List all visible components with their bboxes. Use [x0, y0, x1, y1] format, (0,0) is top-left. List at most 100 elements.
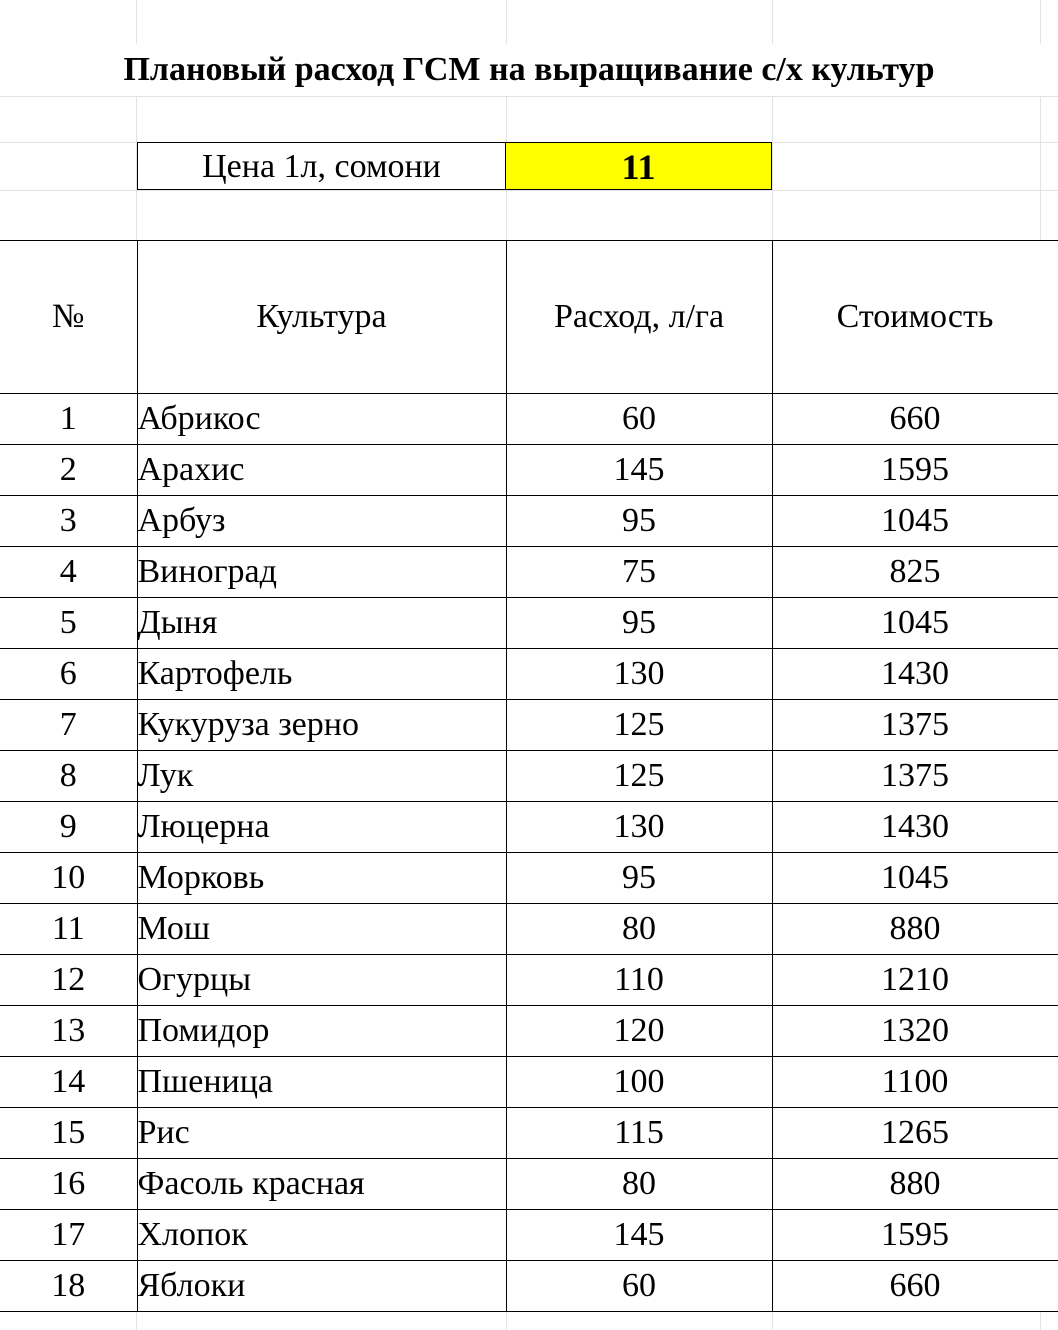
cell-rate[interactable]: 95 [505, 495, 773, 547]
cell-cost[interactable]: 1100 [771, 1056, 1058, 1108]
cell-rate[interactable]: 145 [505, 444, 773, 496]
cell-rate[interactable]: 120 [505, 1005, 773, 1057]
cell-cost[interactable]: 1265 [771, 1107, 1058, 1159]
table-row: 4 Виноград 75 825 [0, 546, 1058, 598]
header-number[interactable]: № [0, 240, 138, 394]
table-row: 6 Картофель 130 1430 [0, 648, 1058, 700]
cell-cost[interactable]: 825 [771, 546, 1058, 598]
cell-crop[interactable]: Рис [136, 1107, 507, 1159]
cell-rate[interactable]: 80 [505, 1158, 773, 1210]
table-row: 7 Кукуруза зерно 125 1375 [0, 699, 1058, 751]
cell-crop[interactable]: Арахис [136, 444, 507, 496]
cell-crop[interactable]: Морковь [136, 852, 507, 904]
cell-rate[interactable]: 80 [505, 903, 773, 955]
cell-crop[interactable]: Пшеница [136, 1056, 507, 1108]
cell-number[interactable]: 8 [0, 750, 138, 802]
header-cost[interactable]: Стоимость [771, 240, 1058, 394]
cell-number[interactable]: 17 [0, 1209, 138, 1261]
cell-cost[interactable]: 1320 [771, 1005, 1058, 1057]
cell-number[interactable]: 5 [0, 597, 138, 649]
cell-cost[interactable]: 1595 [771, 444, 1058, 496]
cell-crop[interactable]: Помидор [136, 1005, 507, 1057]
cell-cost[interactable]: 1595 [771, 1209, 1058, 1261]
table-row: 15 Рис 115 1265 [0, 1107, 1058, 1159]
cell-cost[interactable]: 1045 [771, 495, 1058, 547]
cell-cost[interactable]: 1375 [771, 699, 1058, 751]
fuel-table: № Культура Расход, л/га Стоимость 1 Абрик… [0, 240, 1058, 1312]
cell-crop[interactable]: Мош [136, 903, 507, 955]
cell-crop[interactable]: Лук [136, 750, 507, 802]
cell-cost[interactable]: 660 [771, 1260, 1058, 1312]
cell-rate[interactable]: 95 [505, 852, 773, 904]
cell-number[interactable]: 6 [0, 648, 138, 700]
cell-number[interactable]: 9 [0, 801, 138, 853]
cell-number[interactable]: 4 [0, 546, 138, 598]
cell-rate[interactable]: 145 [505, 1209, 773, 1261]
table-row: 13 Помидор 120 1320 [0, 1005, 1058, 1057]
table-row: 2 Арахис 145 1595 [0, 444, 1058, 496]
cell-crop[interactable]: Абрикос [136, 393, 507, 445]
price-row: Цена 1л, сомони 11 [137, 142, 772, 190]
cell-crop[interactable]: Люцерна [136, 801, 507, 853]
table-row: 14 Пшеница 100 1100 [0, 1056, 1058, 1108]
table-row: 12 Огурцы 110 1210 [0, 954, 1058, 1006]
cell-cost[interactable]: 1210 [771, 954, 1058, 1006]
gridline [0, 96, 1058, 97]
cell-rate[interactable]: 100 [505, 1056, 773, 1108]
table-row: 1 Абрикос 60 660 [0, 393, 1058, 445]
cell-cost[interactable]: 880 [771, 1158, 1058, 1210]
sheet-title[interactable]: Плановый расход ГСМ на выращивание с/х к… [0, 44, 1058, 96]
cell-rate[interactable]: 60 [505, 393, 773, 445]
cell-crop[interactable]: Кукуруза зерно [136, 699, 507, 751]
header-crop[interactable]: Культура [136, 240, 507, 394]
cell-rate[interactable]: 95 [505, 597, 773, 649]
gridline [0, 190, 1058, 191]
table-row: 3 Арбуз 95 1045 [0, 495, 1058, 547]
cell-number[interactable]: 15 [0, 1107, 138, 1159]
cell-number[interactable]: 2 [0, 444, 138, 496]
table-row: 17 Хлопок 145 1595 [0, 1209, 1058, 1261]
table-row: 10 Морковь 95 1045 [0, 852, 1058, 904]
cell-rate[interactable]: 125 [505, 699, 773, 751]
cell-number[interactable]: 11 [0, 903, 138, 955]
cell-cost[interactable]: 1430 [771, 801, 1058, 853]
price-label-cell[interactable]: Цена 1л, сомони [137, 142, 506, 190]
cell-number[interactable]: 10 [0, 852, 138, 904]
price-value-cell[interactable]: 11 [506, 142, 772, 190]
cell-number[interactable]: 16 [0, 1158, 138, 1210]
cell-cost[interactable]: 880 [771, 903, 1058, 955]
cell-crop[interactable]: Фасоль красная [136, 1158, 507, 1210]
table-row: 11 Мош 80 880 [0, 903, 1058, 955]
cell-number[interactable]: 14 [0, 1056, 138, 1108]
cell-crop[interactable]: Огурцы [136, 954, 507, 1006]
cell-number[interactable]: 7 [0, 699, 138, 751]
cell-number[interactable]: 12 [0, 954, 138, 1006]
cell-rate[interactable]: 115 [505, 1107, 773, 1159]
table-row: 16 Фасоль красная 80 880 [0, 1158, 1058, 1210]
cell-crop[interactable]: Арбуз [136, 495, 507, 547]
table-row: 8 Лук 125 1375 [0, 750, 1058, 802]
cell-cost[interactable]: 1045 [771, 852, 1058, 904]
header-rate[interactable]: Расход, л/га [505, 240, 773, 394]
cell-number[interactable]: 1 [0, 393, 138, 445]
cell-cost[interactable]: 660 [771, 393, 1058, 445]
table-row: 9 Люцерна 130 1430 [0, 801, 1058, 853]
cell-cost[interactable]: 1375 [771, 750, 1058, 802]
cell-rate[interactable]: 125 [505, 750, 773, 802]
cell-crop[interactable]: Яблоки [136, 1260, 507, 1312]
cell-cost[interactable]: 1045 [771, 597, 1058, 649]
cell-rate[interactable]: 130 [505, 648, 773, 700]
cell-crop[interactable]: Виноград [136, 546, 507, 598]
cell-crop[interactable]: Картофель [136, 648, 507, 700]
cell-crop[interactable]: Хлопок [136, 1209, 507, 1261]
cell-crop[interactable]: Дыня [136, 597, 507, 649]
cell-number[interactable]: 18 [0, 1260, 138, 1312]
cell-number[interactable]: 13 [0, 1005, 138, 1057]
cell-rate[interactable]: 110 [505, 954, 773, 1006]
cell-number[interactable]: 3 [0, 495, 138, 547]
cell-rate[interactable]: 60 [505, 1260, 773, 1312]
cell-rate[interactable]: 130 [505, 801, 773, 853]
cell-rate[interactable]: 75 [505, 546, 773, 598]
cell-cost[interactable]: 1430 [771, 648, 1058, 700]
